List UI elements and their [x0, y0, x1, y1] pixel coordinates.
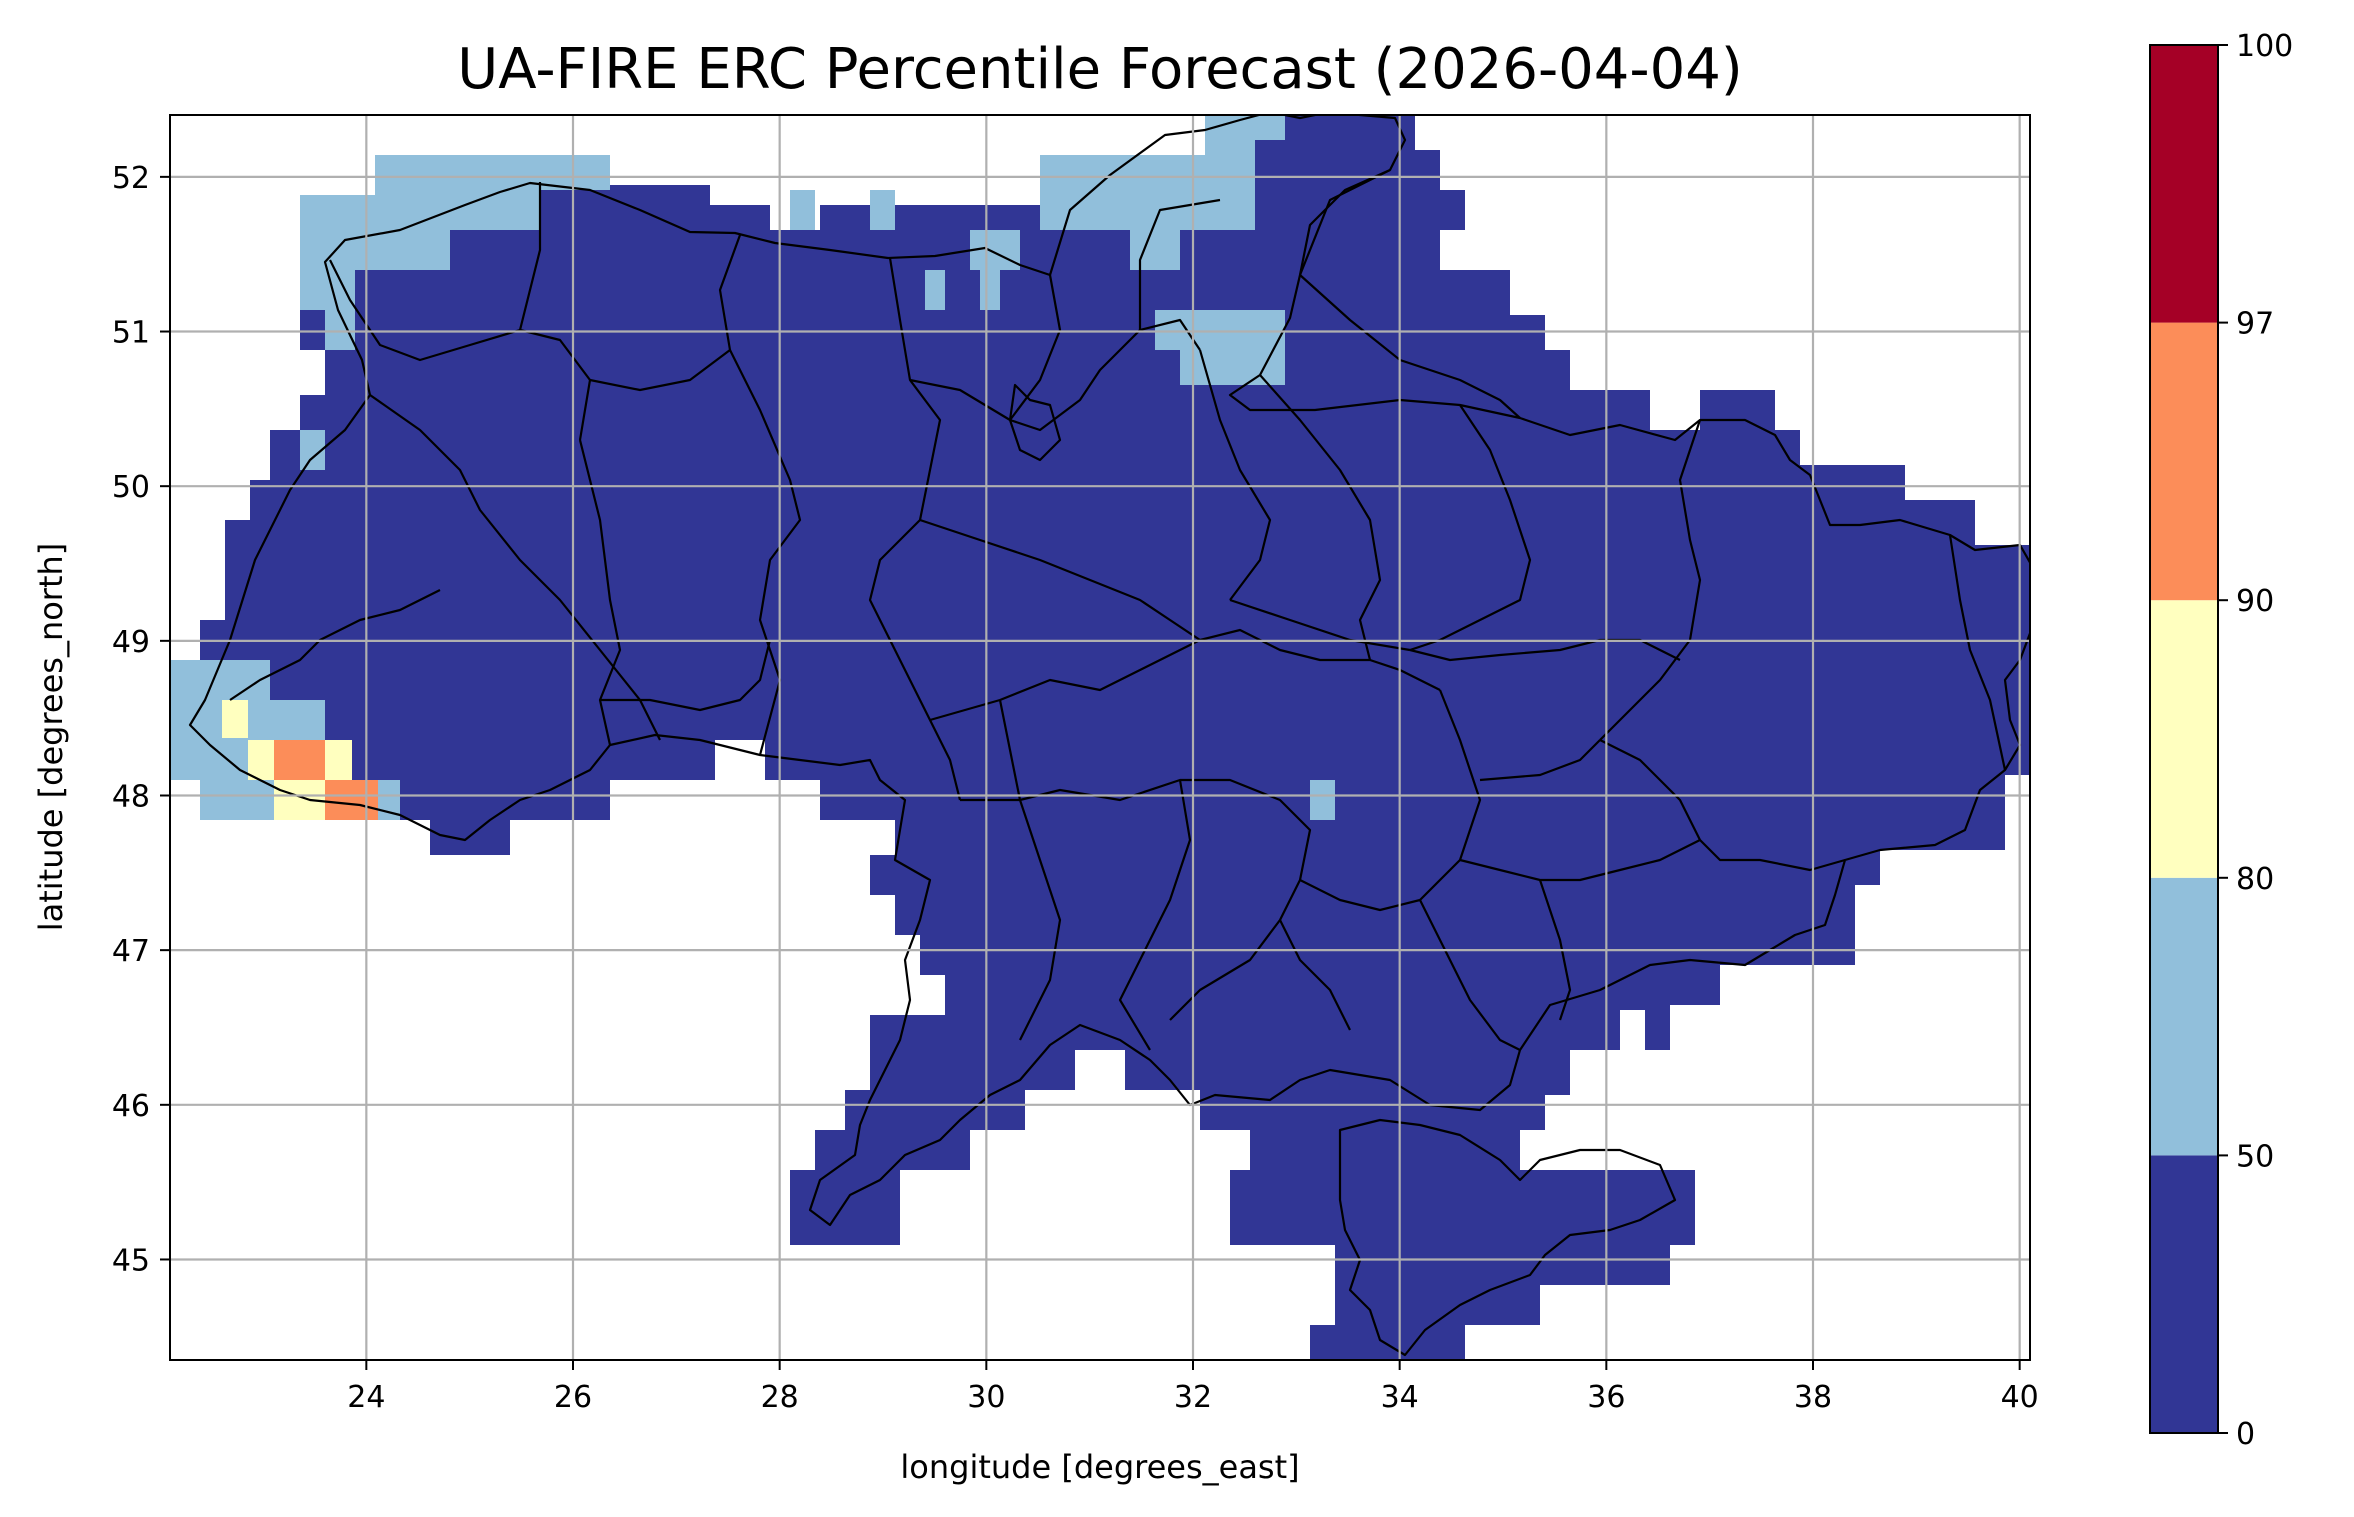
colorbar-tick-label: 90 — [2236, 584, 2274, 619]
oblast-border — [1538, 879, 1572, 1021]
x-axis-label: longitude [degrees_east] — [900, 1448, 1299, 1486]
y-tick-label: 51 — [112, 316, 150, 351]
y-tick-label: 47 — [112, 934, 150, 969]
x-tick-label: 36 — [1587, 1380, 1625, 1415]
colorbar: 0 50 80 90 97 100 — [2149, 29, 2293, 1452]
oblast-border — [1118, 779, 1192, 1051]
x-tick-label: 24 — [347, 1380, 385, 1415]
oblast-border — [1299, 274, 1521, 419]
oblast-border — [998, 699, 1022, 801]
oblast-border — [1198, 349, 1272, 601]
oblast-border — [1138, 198, 1221, 330]
oblast-border — [868, 257, 962, 801]
y-axis-label: latitude [degrees_north] — [32, 543, 70, 932]
map-plot-area: 24 26 28 30 32 34 36 38 40 45 46 47 48 49 50 51 52 — [112, 114, 2039, 1415]
y-tick-label: 52 — [112, 161, 150, 196]
oblast-border — [960, 778, 1312, 1021]
x-tick-label: 30 — [967, 1380, 1005, 1415]
oblast-border — [329, 259, 591, 381]
colorbar-tick-label: 50 — [2236, 1139, 2274, 1174]
y-tick-label: 50 — [112, 470, 150, 505]
oblast-border — [578, 234, 742, 441]
oblast-border — [1008, 383, 1062, 462]
chart-title: UA-FIRE ERC Percentile Forecast (2026-04… — [457, 37, 1742, 102]
plot-frame — [169, 114, 2031, 1361]
oblast-border — [1459, 839, 1701, 882]
colorbar-tick-label: 100 — [2236, 29, 2293, 64]
x-tick-label: 28 — [761, 1380, 799, 1415]
oblast-border — [1948, 534, 2007, 771]
oblast-border — [1009, 274, 1062, 421]
oblast-border — [518, 182, 542, 331]
colorbar-segment — [2150, 322, 2218, 601]
oblast-border — [909, 318, 1201, 432]
oblast-border — [1259, 374, 1382, 661]
crimea-border — [1338, 1118, 1677, 1357]
y-tick-label: 48 — [112, 779, 150, 814]
x-axis-ticks: 24 26 28 30 32 34 36 38 40 — [347, 1360, 2039, 1415]
colorbar-tick-label: 0 — [2236, 1417, 2255, 1452]
oblast-border — [1279, 919, 1351, 1031]
colorbar-tick-label: 97 — [2236, 307, 2274, 342]
oblast-borders — [188, 115, 2030, 1357]
oblast-border — [919, 518, 1201, 641]
oblast-border — [600, 639, 772, 712]
gridlines — [170, 115, 2030, 1360]
colorbar-segment — [2150, 45, 2218, 323]
oblast-border — [1229, 598, 1411, 652]
oblast-border — [729, 349, 802, 756]
colorbar-segment — [2150, 877, 2218, 1156]
y-tick-label: 45 — [112, 1243, 150, 1278]
oblast-border — [1298, 169, 1391, 276]
colorbar-tick-label: 80 — [2236, 862, 2274, 897]
y-tick-label: 46 — [112, 1089, 150, 1124]
x-tick-label: 34 — [1381, 1380, 1419, 1415]
oblast-border — [1018, 799, 1062, 1041]
x-tick-label: 38 — [1794, 1380, 1832, 1415]
country-border — [188, 115, 2030, 1227]
oblast-border — [1479, 739, 1601, 782]
x-tick-label: 32 — [1174, 1380, 1212, 1415]
oblast-border — [929, 628, 1441, 722]
y-axis-ticks: 45 46 47 48 49 50 51 52 — [112, 161, 170, 1278]
x-tick-label: 26 — [554, 1380, 592, 1415]
oblast-border — [1419, 689, 1482, 901]
oblast-border — [369, 394, 661, 741]
oblast-border — [1419, 899, 1521, 1051]
y-tick-label: 49 — [112, 625, 150, 660]
oblast-border — [1409, 404, 1532, 652]
x-tick-label: 40 — [2001, 1380, 2039, 1415]
erc-percentile-raster — [170, 115, 2030, 1360]
colorbar-segment — [2150, 1155, 2218, 1433]
oblast-border — [1599, 739, 1846, 872]
colorbar-segment — [2150, 600, 2218, 878]
oblast-border — [578, 439, 622, 746]
colorbar-frame — [2149, 44, 2219, 1434]
